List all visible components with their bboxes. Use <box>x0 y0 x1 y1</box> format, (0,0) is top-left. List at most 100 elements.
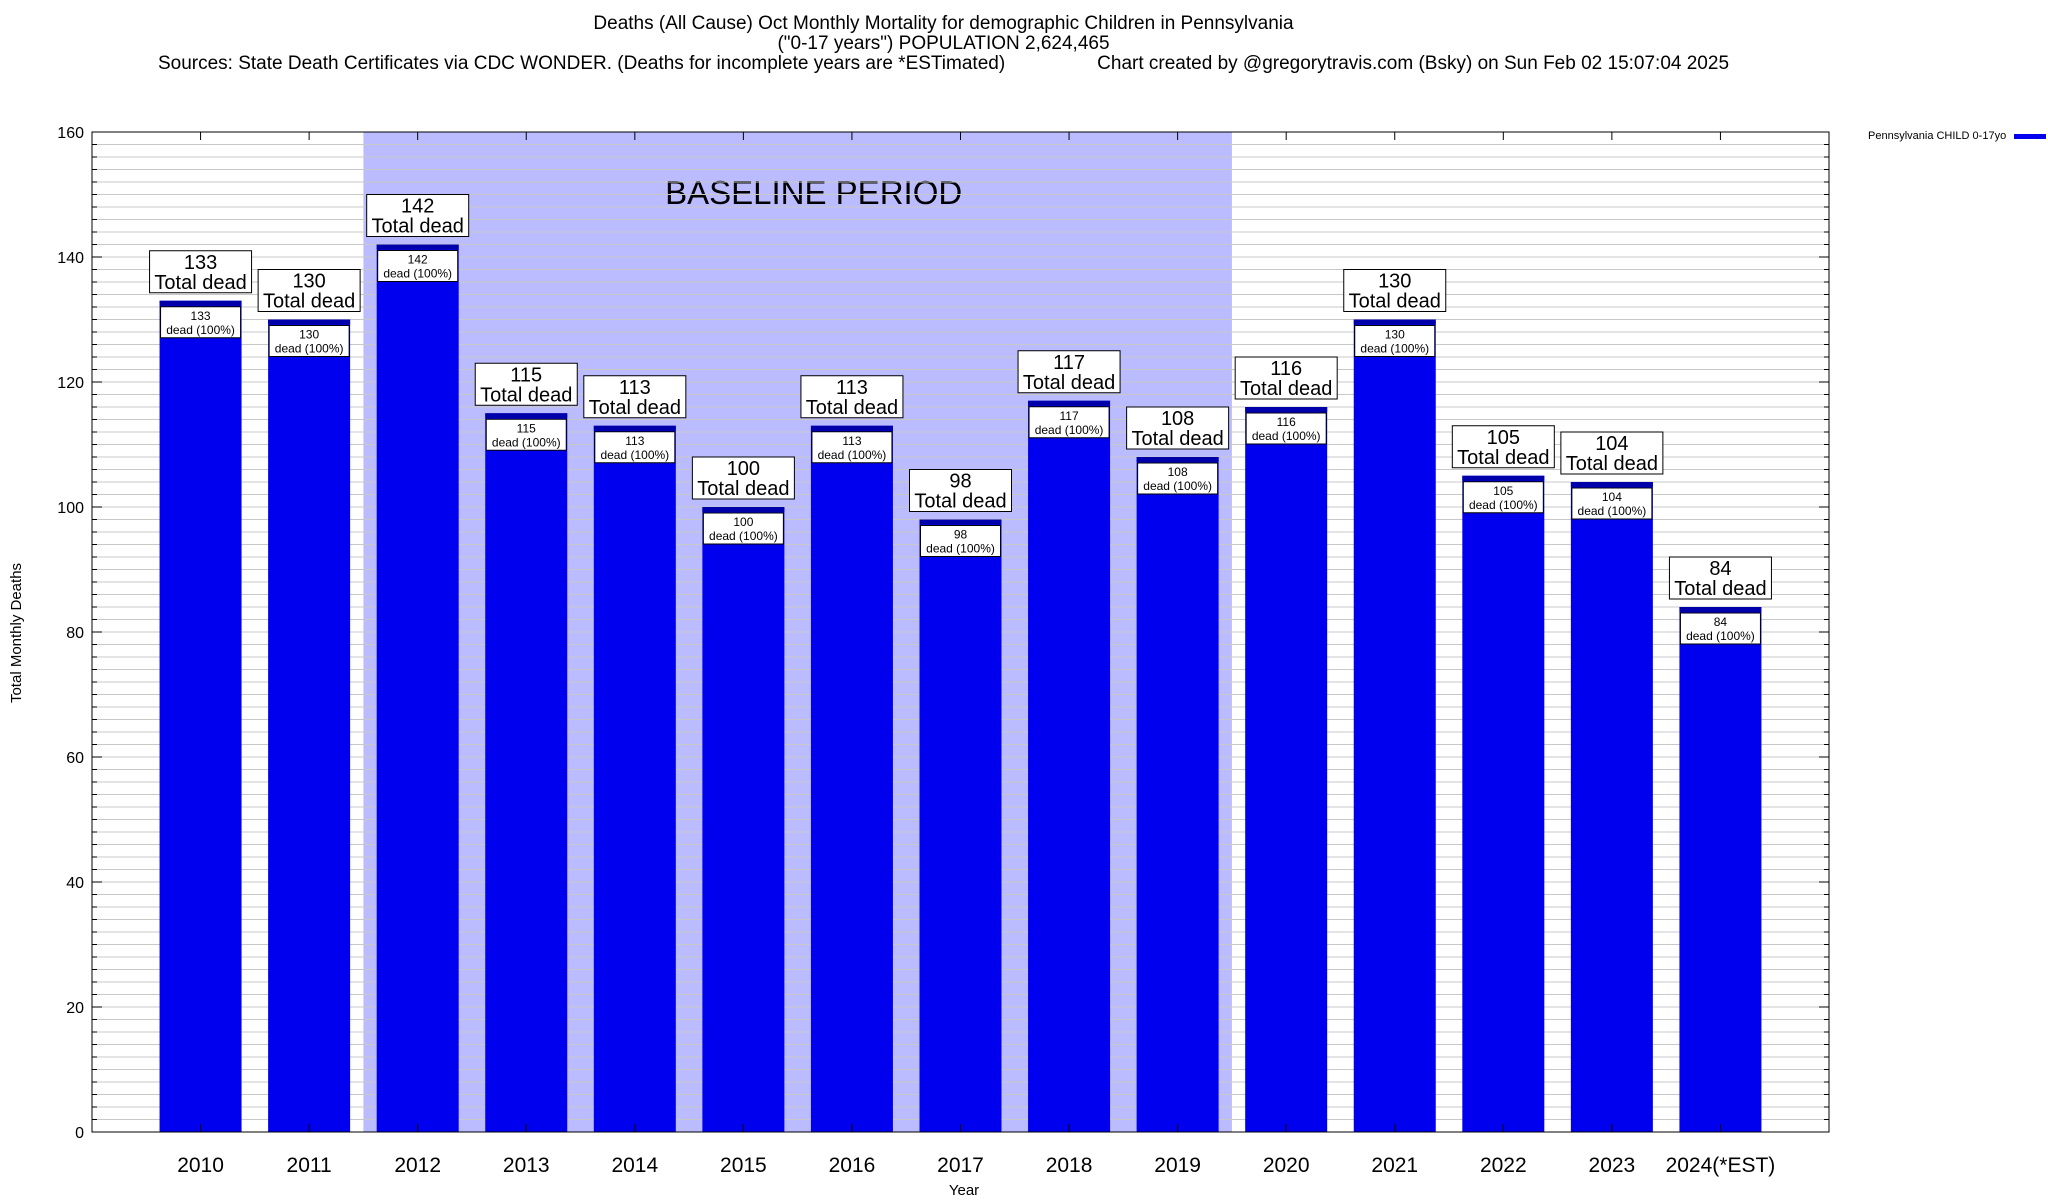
inner-value-label: 117 <box>1059 409 1078 423</box>
x-tick-label: 2024(*EST) <box>1666 1154 1776 1177</box>
legend: Pennsylvania CHILD 0-17yo <box>1868 130 2047 142</box>
x-tick-label: 2020 <box>1263 1154 1310 1177</box>
y-tick-label: 80 <box>66 625 84 642</box>
top-total-label: Total dead <box>589 397 681 419</box>
x-tick-label: 2014 <box>611 1154 658 1177</box>
bar-2022 <box>1462 475 1545 1132</box>
bar-cap-2016 <box>810 425 893 431</box>
top-label-box <box>909 469 1012 512</box>
inner-label-box <box>920 525 1001 557</box>
inner-value-label: 105 <box>1493 484 1513 498</box>
bar-2021 <box>1353 319 1436 1132</box>
top-label-box <box>691 456 795 500</box>
inner-value-label: 115 <box>517 421 536 435</box>
top-value-label: 108 <box>1161 408 1194 430</box>
inner-value-label: 133 <box>191 309 211 323</box>
inner-label-box <box>485 418 567 451</box>
inner-value-label: 113 <box>625 434 644 448</box>
top-total-label: Total dead <box>372 216 464 238</box>
inner-percent-label: dead (100%) <box>1469 498 1538 512</box>
inner-label-box <box>702 512 784 545</box>
top-value-label: 133 <box>184 252 217 274</box>
y-tick-label: 40 <box>66 875 84 892</box>
top-label-box <box>1126 406 1230 450</box>
inner-value-label: 98 <box>954 528 968 542</box>
bar-cap-2013 <box>485 413 568 419</box>
inner-value-label: 84 <box>1714 615 1728 629</box>
bar-cap-2023 <box>1570 482 1653 487</box>
x-tick-label: 2013 <box>503 1154 550 1177</box>
top-total-label: Total dead <box>263 291 355 313</box>
inner-value-label: 130 <box>299 328 319 342</box>
chart-sources-line: Sources: State Death Certificates via CD… <box>0 54 1887 74</box>
bar-cap-2014 <box>593 425 676 431</box>
top-total-label: Total dead <box>1023 372 1115 394</box>
inner-percent-label: dead (100%) <box>1143 479 1212 493</box>
inner-percent-label: dead (100%) <box>926 542 995 556</box>
x-tick-label: 2017 <box>937 1154 984 1177</box>
inner-label-box <box>594 431 676 464</box>
x-tick-label: 2018 <box>1046 1154 1093 1177</box>
top-label-box <box>1668 556 1772 600</box>
y-tick-label: 120 <box>57 375 84 392</box>
bar-cap-2018 <box>1028 400 1111 406</box>
inner-label-box <box>377 250 459 282</box>
top-label-box <box>1234 356 1338 400</box>
inner-label-box <box>1245 412 1327 445</box>
axes-layer: 2010 2011 2012 2013 2014 2015 2016 2017 2018 2019… <box>57 125 1830 1177</box>
top-total-label: Total dead <box>1457 447 1549 469</box>
inner-label-box <box>268 325 350 357</box>
bar-cap-2019 <box>1136 457 1219 462</box>
y-tick-label: 100 <box>57 500 84 517</box>
top-total-label: Total dead <box>480 384 572 406</box>
baseline-annotation: BASELINE PERIOD <box>665 174 962 211</box>
x-axis-label: Year <box>949 1182 979 1199</box>
y-tick-label: 60 <box>66 750 84 767</box>
x-tick-label: 2010 <box>177 1154 224 1177</box>
top-label-box <box>1560 431 1664 475</box>
inner-value-label: 130 <box>1385 328 1405 342</box>
x-tick-label: 2019 <box>1154 1154 1201 1177</box>
top-total-label: Total dead <box>1131 428 1223 450</box>
top-value-label: 84 <box>1709 558 1731 580</box>
top-total-label: Total dead <box>1674 578 1766 600</box>
bar-2011 <box>268 319 351 1132</box>
top-label-box <box>474 362 578 406</box>
inner-percent-label: dead (100%) <box>1686 629 1755 643</box>
top-label-box <box>1451 425 1555 469</box>
bar-2013 <box>485 413 568 1132</box>
inner-value-label: 116 <box>1277 415 1296 429</box>
top-value-label: 130 <box>1378 271 1411 293</box>
bar-2023 <box>1570 482 1653 1132</box>
top-label-box <box>1343 269 1447 312</box>
inner-label-box <box>1028 406 1110 439</box>
top-label-box <box>366 194 470 237</box>
bar-2018 <box>1028 400 1111 1132</box>
legend-swatch <box>2014 133 2047 139</box>
top-total-label: Total dead <box>154 272 246 294</box>
inner-percent-label: dead (100%) <box>600 448 669 462</box>
inner-percent-label: dead (100%) <box>166 323 235 337</box>
top-total-label: Total dead <box>1240 378 1332 400</box>
inner-percent-label: dead (100%) <box>709 529 778 543</box>
bar-cap-2020 <box>1245 407 1328 412</box>
x-tick-label: 2022 <box>1480 1154 1527 1177</box>
top-value-label: 113 <box>619 377 651 399</box>
inner-label-box <box>1354 325 1436 357</box>
inner-percent-label: dead (100%) <box>1360 342 1429 356</box>
inner-value-label: 113 <box>842 434 861 448</box>
bar-cap-2012 <box>376 244 459 250</box>
bar-cap-2021 <box>1353 319 1436 325</box>
inner-label-box <box>1137 462 1219 495</box>
inner-percent-label: dead (100%) <box>275 342 344 356</box>
y-tick-label: 20 <box>66 1000 84 1017</box>
top-value-label: 113 <box>836 377 868 399</box>
inner-percent-label: dead (100%) <box>1252 429 1321 443</box>
top-label-box <box>583 375 687 419</box>
bar-cap-2011 <box>268 319 351 325</box>
top-value-label: 115 <box>510 364 542 386</box>
bar-2017 <box>919 519 1002 1132</box>
bar-2019 <box>1136 457 1219 1132</box>
